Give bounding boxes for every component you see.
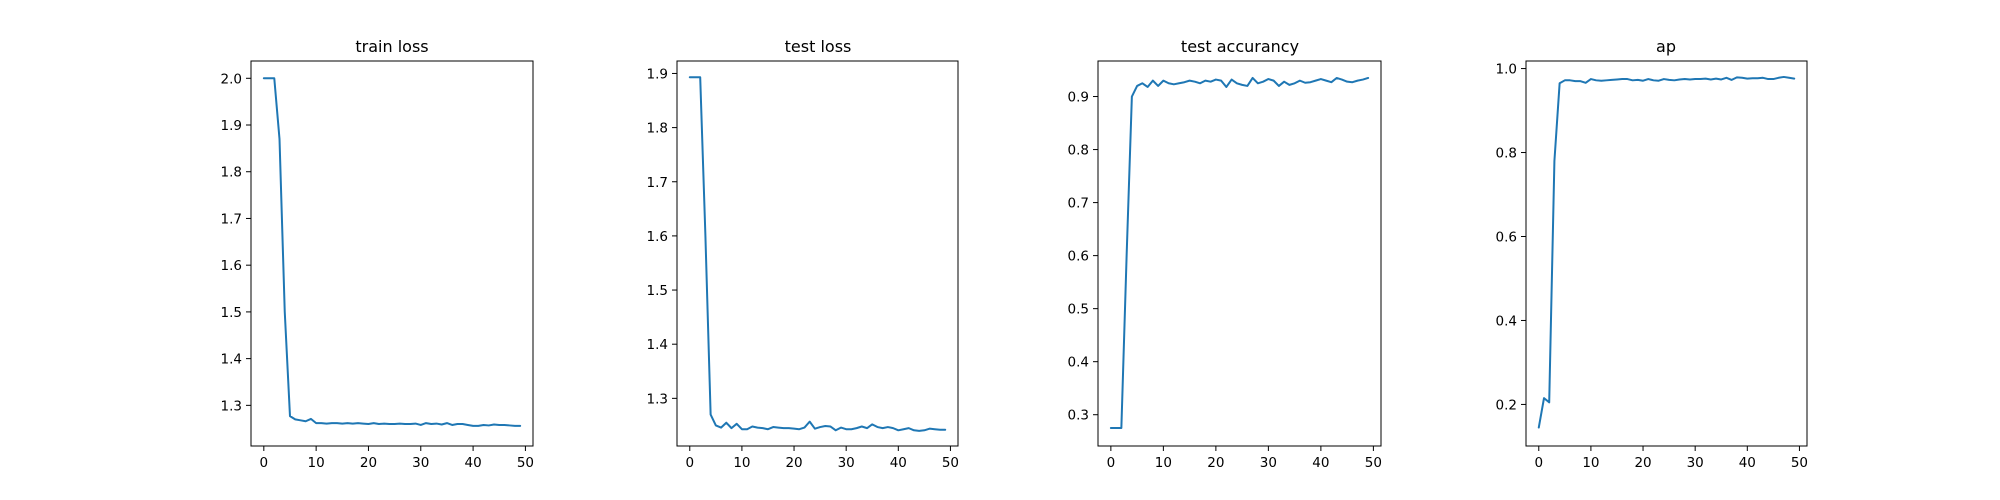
y-tick-label: 0.6 xyxy=(1496,229,1517,245)
x-tick-label: 50 xyxy=(1365,455,1382,471)
y-tick-label: 0.8 xyxy=(1068,143,1089,159)
y-tick-label: 1.0 xyxy=(1496,62,1517,78)
x-tick-label: 20 xyxy=(1207,455,1224,471)
y-tick-label: 1.9 xyxy=(647,66,668,82)
x-tick-label: 40 xyxy=(465,455,482,471)
x-tick-label: 0 xyxy=(685,455,694,471)
axes-frame xyxy=(676,60,959,447)
x-tick-label: 0 xyxy=(260,455,269,471)
chart-title: test accurancy xyxy=(1181,37,1299,56)
x-tick-label: 10 xyxy=(1582,455,1599,471)
y-tick-label: 0.9 xyxy=(1068,90,1089,106)
y-tick-label: 1.9 xyxy=(221,118,242,134)
x-tick-label: 50 xyxy=(517,455,534,471)
y-tick-label: 0.4 xyxy=(1068,355,1089,371)
y-tick-label: 0.4 xyxy=(1496,313,1517,329)
x-tick-label: 40 xyxy=(1312,455,1329,471)
y-tick-label: 0.6 xyxy=(1068,249,1089,265)
x-tick-label: 0 xyxy=(1107,455,1116,471)
y-tick-label: 1.7 xyxy=(647,175,668,191)
y-tick-label: 1.4 xyxy=(647,337,668,353)
series-line xyxy=(688,76,947,432)
y-tick-label: 1.7 xyxy=(221,211,242,227)
subplot-train-loss: train loss 0 10 20 30 40 50 1.3 1.4 1.5 1.6 1.7 1.8… xyxy=(221,37,534,471)
x-tick-label: 50 xyxy=(942,455,959,471)
axes-frame xyxy=(1097,60,1382,447)
series-line xyxy=(1109,76,1370,429)
y-tick-label: 2.0 xyxy=(221,71,242,87)
x-tick-label: 40 xyxy=(1739,455,1756,471)
y-tick-label: 0.8 xyxy=(1496,146,1517,162)
series-line xyxy=(262,77,522,427)
y-tick-label: 1.8 xyxy=(647,121,668,137)
y-tick-label: 0.3 xyxy=(1068,408,1089,424)
y-tick-label: 0.5 xyxy=(1068,302,1089,318)
y-tick-label: 1.6 xyxy=(647,229,668,245)
y-tick-label: 1.8 xyxy=(221,165,242,181)
x-tick-label: 10 xyxy=(1155,455,1172,471)
chart-title: test loss xyxy=(785,37,852,56)
x-tick-label: 30 xyxy=(1260,455,1277,471)
y-tick-label: 1.3 xyxy=(647,391,668,407)
y-tick-label: 1.6 xyxy=(221,258,242,274)
chart-title: train loss xyxy=(355,37,428,56)
subplot-ap: ap 0 10 20 30 40 50 0.2 0.4 0.6 0.8 1.0 xyxy=(1496,37,1809,471)
x-tick-label: 10 xyxy=(733,455,750,471)
subplot-test-accuracy: test accurancy 0 10 20 30 40 50 0.3 0.4 0.5 0.6 0.… xyxy=(1068,37,1382,471)
x-tick-label: 20 xyxy=(360,455,377,471)
axes-frame xyxy=(1525,60,1808,447)
x-tick-label: 30 xyxy=(838,455,855,471)
y-tick-label: 1.4 xyxy=(221,352,242,368)
x-tick-label: 50 xyxy=(1791,455,1808,471)
y-tick-label: 1.5 xyxy=(647,283,668,299)
x-tick-label: 30 xyxy=(412,455,429,471)
chart-title: ap xyxy=(1656,37,1676,56)
x-tick-label: 20 xyxy=(1634,455,1651,471)
y-tick-label: 0.7 xyxy=(1068,196,1089,212)
y-tick-label: 1.3 xyxy=(221,398,242,414)
x-tick-label: 40 xyxy=(890,455,907,471)
x-tick-label: 20 xyxy=(785,455,802,471)
subplot-test-loss: test loss 0 10 20 30 40 50 1.3 1.4 1.5 1.6 1.7 1.8 1… xyxy=(647,37,960,471)
y-tick-label: 0.2 xyxy=(1496,397,1517,413)
series-line xyxy=(1537,75,1796,429)
x-tick-label: 30 xyxy=(1687,455,1704,471)
y-tick-label: 1.5 xyxy=(221,305,242,321)
axes-frame xyxy=(250,60,534,447)
x-tick-label: 10 xyxy=(308,455,325,471)
x-tick-label: 0 xyxy=(1534,455,1543,471)
